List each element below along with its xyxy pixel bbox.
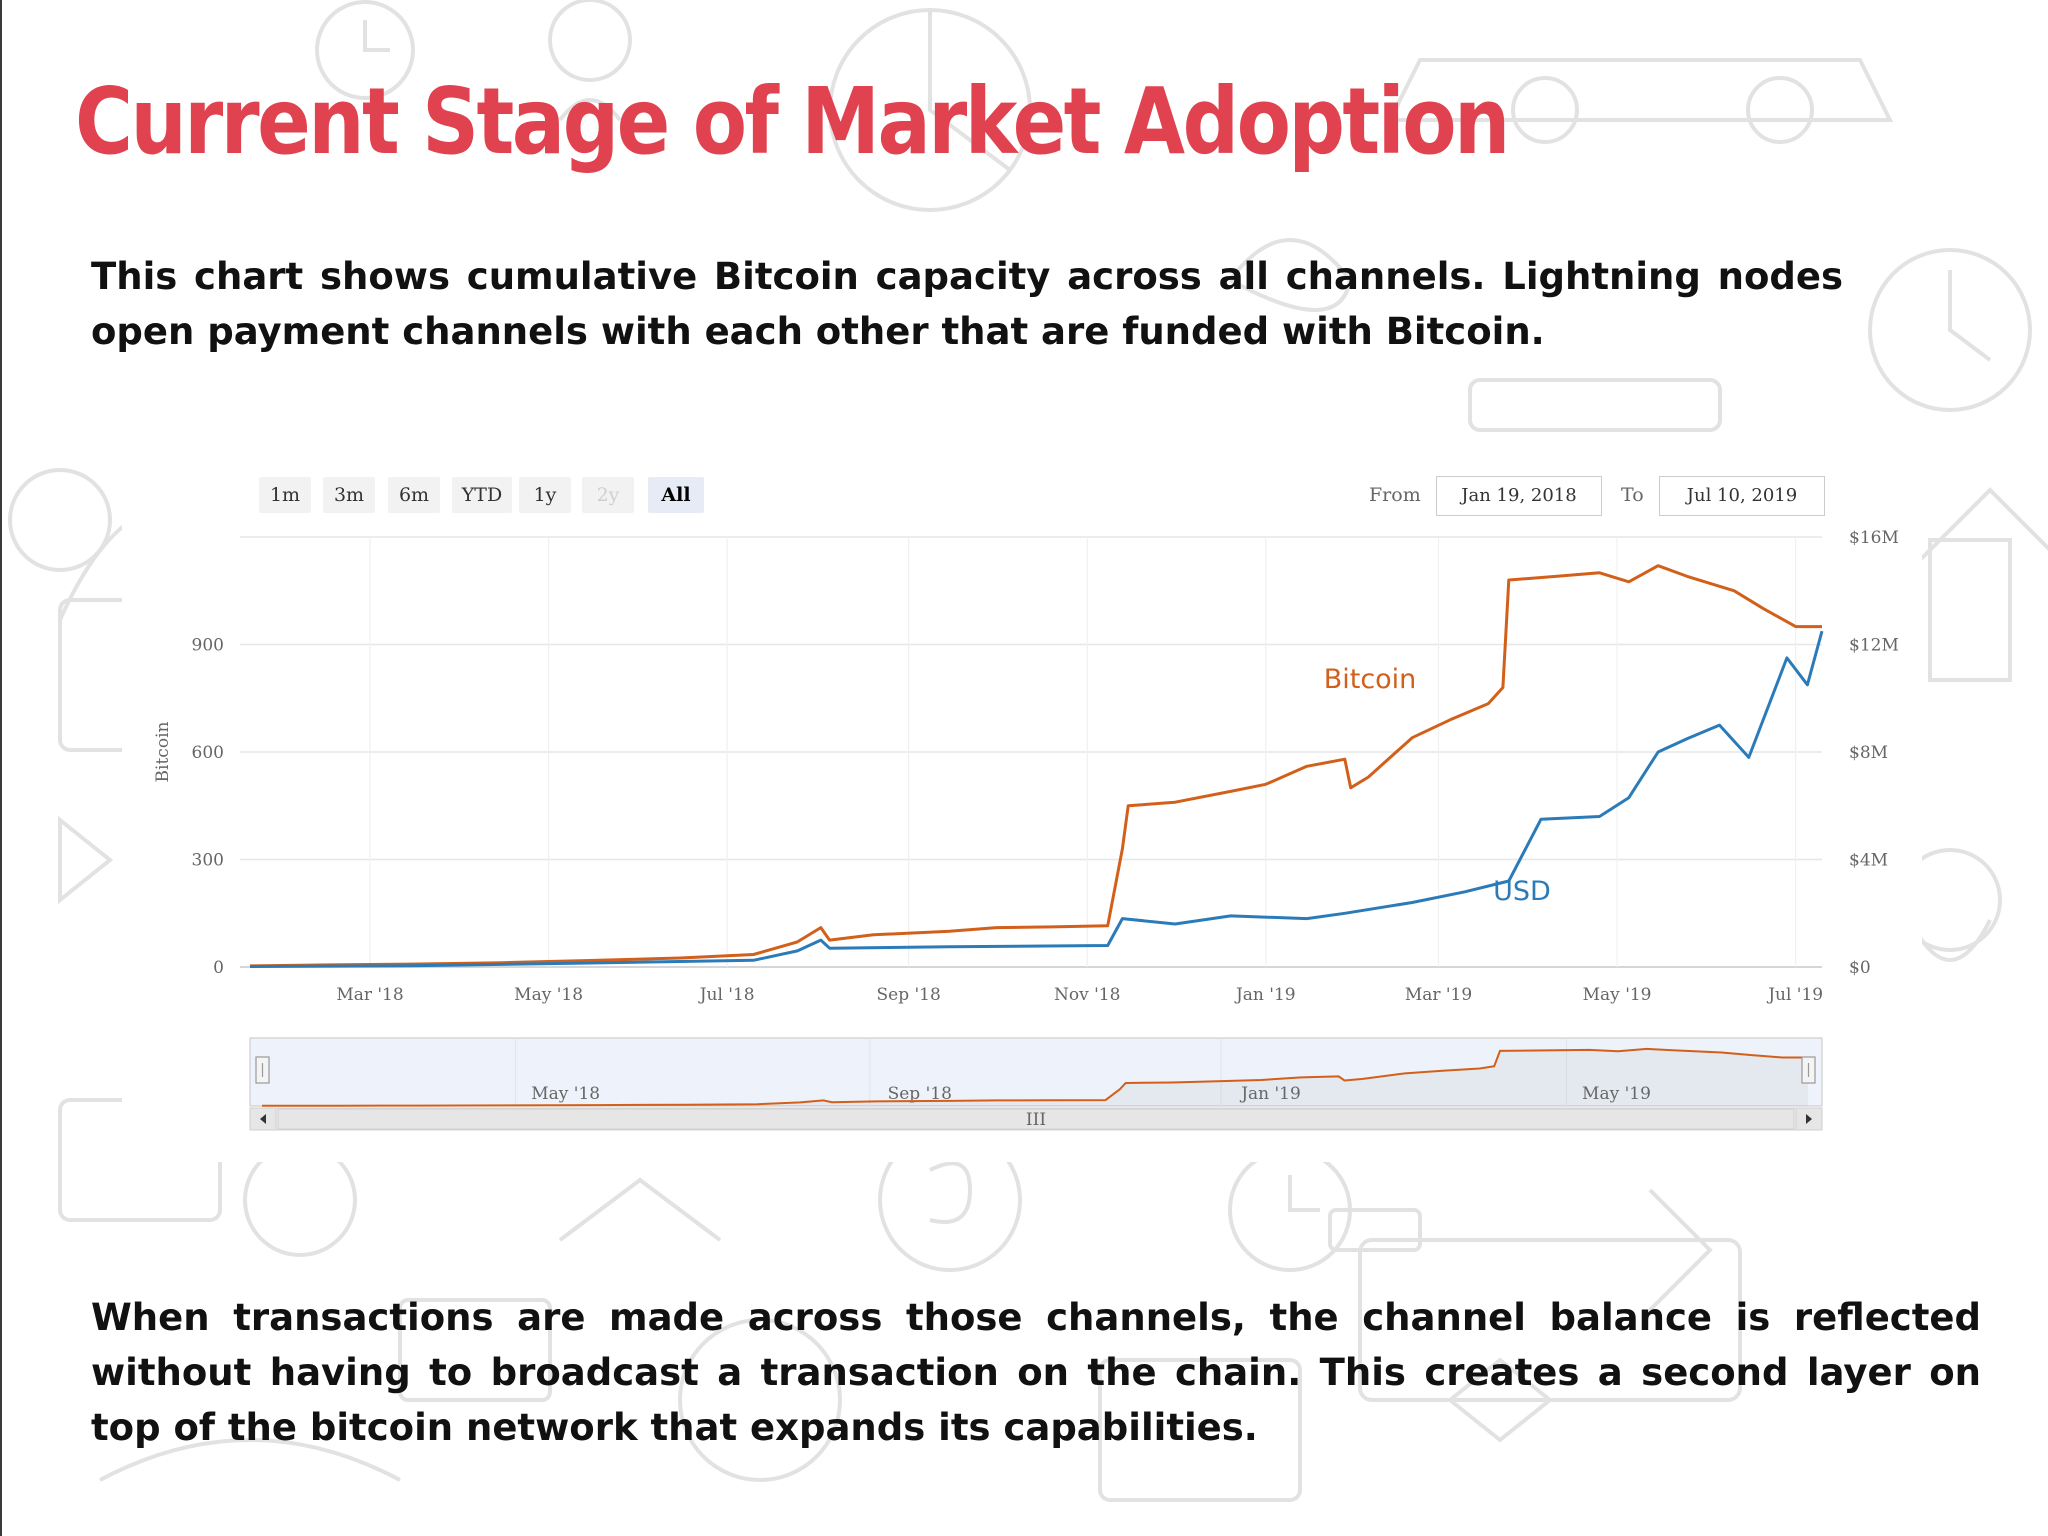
range-button-1m[interactable]: 1m bbox=[259, 477, 311, 513]
y-right-tick-label: $4M bbox=[1849, 851, 1888, 871]
y-right-tick-label: $16M bbox=[1849, 528, 1899, 548]
outro-paragraph: When transactions are made across those … bbox=[91, 1296, 1981, 1449]
series-label-usd: USD bbox=[1493, 876, 1551, 907]
x-tick-label: Sep '18 bbox=[877, 985, 941, 1005]
y-right-tick-label: $8M bbox=[1849, 743, 1888, 763]
x-tick-label: Nov '18 bbox=[1054, 985, 1120, 1005]
navigator-series-line bbox=[261, 1047, 1808, 1107]
x-tick-label: May '19 bbox=[1583, 985, 1652, 1005]
series-label-bitcoin: Bitcoin bbox=[1324, 664, 1417, 695]
x-tick-label: Jan '19 bbox=[1234, 985, 1296, 1005]
range-button-all[interactable]: All bbox=[648, 477, 704, 513]
range-button-ytd[interactable]: YTD bbox=[452, 477, 512, 513]
navigator-tick-label: May '18 bbox=[531, 1084, 600, 1104]
navigator-tick-label: Sep '18 bbox=[888, 1084, 952, 1104]
to-date-input[interactable]: Jul 10, 2019 bbox=[1659, 476, 1825, 516]
y-left-tick-label: 300 bbox=[192, 851, 224, 871]
scroll-right-arrow-icon bbox=[1806, 1114, 1812, 1124]
range-button-3m[interactable]: 3m bbox=[323, 477, 375, 513]
x-tick-label: Jul '19 bbox=[1766, 985, 1823, 1005]
y-left-tick-label: 900 bbox=[192, 636, 224, 656]
x-tick-label: Mar '18 bbox=[336, 985, 403, 1005]
y-right-tick-label: $12M bbox=[1849, 636, 1899, 656]
intro-paragraph: This chart shows cumulative Bitcoin capa… bbox=[91, 255, 1843, 353]
x-tick-label: May '18 bbox=[514, 985, 583, 1005]
series-line-bitcoin bbox=[249, 564, 1822, 968]
slide-title: Current Stage of Market Adoption bbox=[75, 68, 1510, 175]
scrollbar-grip-icon: III bbox=[1026, 1110, 1046, 1130]
from-label: From bbox=[1369, 484, 1421, 506]
navigator-tick-label: Jan '19 bbox=[1239, 1084, 1301, 1104]
navigator-tick-label: May '19 bbox=[1582, 1084, 1651, 1104]
range-button-2y[interactable]: 2y bbox=[582, 477, 634, 513]
scrollbar-thumb[interactable] bbox=[277, 1108, 1795, 1130]
range-button-1y[interactable]: 1y bbox=[519, 477, 571, 513]
x-tick-label: Mar '19 bbox=[1405, 985, 1472, 1005]
to-label: To bbox=[1621, 484, 1644, 506]
series-line-usd bbox=[249, 630, 1824, 968]
navigator-area bbox=[262, 1048, 1808, 1106]
y-left-tick-label: 0 bbox=[213, 958, 224, 978]
y-left-tick-label: 600 bbox=[192, 743, 224, 763]
x-tick-label: Jul '18 bbox=[698, 985, 755, 1005]
from-date-input[interactable]: Jan 19, 2018 bbox=[1436, 476, 1602, 516]
range-button-6m[interactable]: 6m bbox=[388, 477, 440, 513]
y-right-tick-label: $0 bbox=[1849, 958, 1871, 978]
scroll-left-arrow-icon bbox=[260, 1114, 266, 1124]
y-axis-title: Bitcoin bbox=[153, 721, 173, 782]
left-border bbox=[0, 0, 2, 1536]
